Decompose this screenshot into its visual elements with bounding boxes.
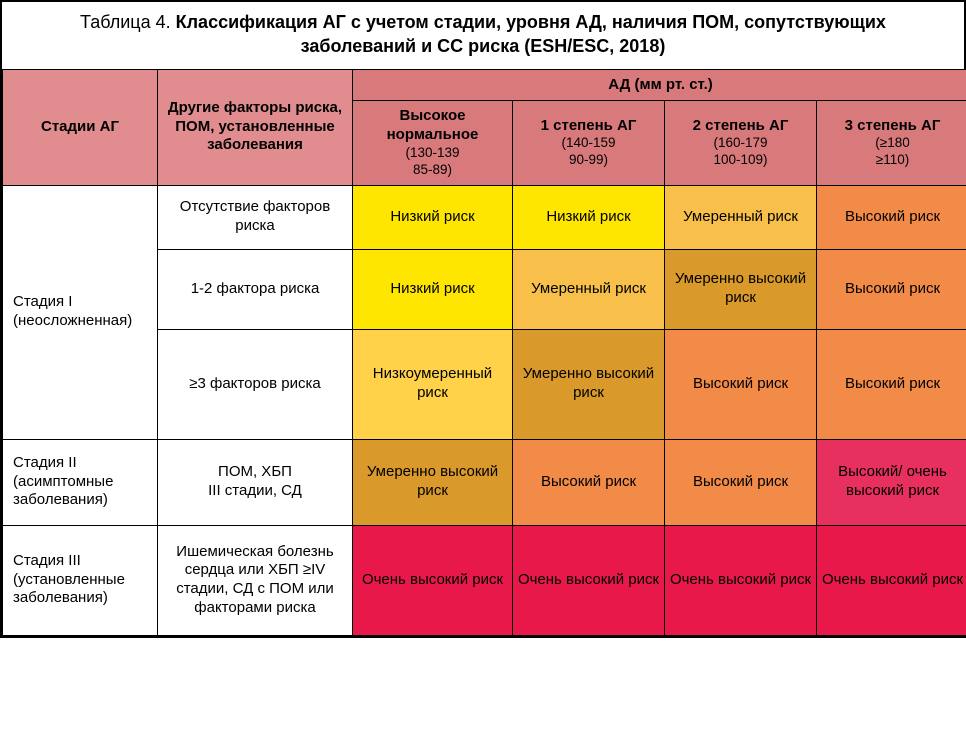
- risk-cell: Высокий риск: [817, 329, 966, 439]
- risk-cell: Высокий риск: [665, 439, 817, 525]
- table-row: Стадия I(неосложненная)Отсутствие фактор…: [3, 185, 966, 249]
- hdr-col-3: 3 степень АГ (≥180≥110): [817, 101, 966, 185]
- risk-cell: Умеренно высокий риск: [513, 329, 665, 439]
- stage-label: Стадия III(установленные заболевания): [3, 525, 158, 635]
- hdr-bp-group: АД (мм рт. ст.): [353, 69, 966, 101]
- risk-cell: Очень высокий риск: [353, 525, 513, 635]
- hdr-col-0: Высокое нормальное (130-13985-89): [353, 101, 513, 185]
- risk-cell: Умеренно высокий риск: [665, 249, 817, 329]
- risk-cell: Высокий риск: [817, 185, 966, 249]
- risk-cell: Низкий риск: [513, 185, 665, 249]
- title-prefix: Таблица 4.: [80, 12, 176, 32]
- risk-cell: Высокий риск: [513, 439, 665, 525]
- hdr-factors: Другие факторы риска, ПОМ, установленные…: [158, 69, 353, 185]
- risk-cell: Низкоумеренный риск: [353, 329, 513, 439]
- risk-cell: Высокий/ очень высокий риск: [817, 439, 966, 525]
- hdr-col-0-title: Высокое нормальное: [387, 107, 479, 143]
- risk-cell: Очень высокий риск: [665, 525, 817, 635]
- risk-factors-cell: Ишемическая болезнь сердца или ХБП ≥IV с…: [158, 525, 353, 635]
- risk-cell: Умеренный риск: [665, 185, 817, 249]
- hdr-stage: Стадии АГ: [3, 69, 158, 185]
- table-title: Таблица 4. Классификация АГ с учетом ста…: [2, 2, 964, 69]
- hdr-col-2-title: 2 степень АГ: [693, 117, 789, 134]
- hdr-col-1-title: 1 степень АГ: [541, 117, 637, 134]
- hdr-col-3-title: 3 степень АГ: [845, 117, 941, 134]
- risk-cell: Очень высокий риск: [817, 525, 966, 635]
- risk-cell: Высокий риск: [817, 249, 966, 329]
- table-row: Стадия III(установленные заболевания)Ише…: [3, 525, 966, 635]
- hdr-col-0-range: (130-13985-89): [357, 145, 508, 179]
- classification-table: Стадии АГ Другие факторы риска, ПОМ, уст…: [2, 69, 966, 636]
- risk-factors-cell: ≥3 факторов риска: [158, 329, 353, 439]
- table-container: Таблица 4. Классификация АГ с учетом ста…: [0, 0, 966, 638]
- table-row: Стадия II(асимптомные заболевания)ПОМ, Х…: [3, 439, 966, 525]
- stage-label: Стадия II(асимптомные заболевания): [3, 439, 158, 525]
- header-row-1: Стадии АГ Другие факторы риска, ПОМ, уст…: [3, 69, 966, 101]
- risk-cell: Очень высокий риск: [513, 525, 665, 635]
- risk-factors-cell: ПОМ, ХБПIII стадии, СД: [158, 439, 353, 525]
- risk-cell: Умеренный риск: [513, 249, 665, 329]
- hdr-col-3-range: (≥180≥110): [821, 135, 964, 169]
- risk-factors-cell: Отсутствие факторов риска: [158, 185, 353, 249]
- risk-factors-cell: 1-2 фактора риска: [158, 249, 353, 329]
- stage-label: Стадия I(неосложненная): [3, 185, 158, 439]
- risk-cell: Умеренно высокий риск: [353, 439, 513, 525]
- title-main: Классификация АГ с учетом стадии, уровня…: [176, 12, 886, 56]
- hdr-col-2-range: (160-179100-109): [669, 135, 812, 169]
- hdr-col-1-range: (140-15990-99): [517, 135, 660, 169]
- risk-cell: Низкий риск: [353, 249, 513, 329]
- hdr-col-2: 2 степень АГ (160-179100-109): [665, 101, 817, 185]
- risk-cell: Низкий риск: [353, 185, 513, 249]
- hdr-col-1: 1 степень АГ (140-15990-99): [513, 101, 665, 185]
- risk-cell: Высокий риск: [665, 329, 817, 439]
